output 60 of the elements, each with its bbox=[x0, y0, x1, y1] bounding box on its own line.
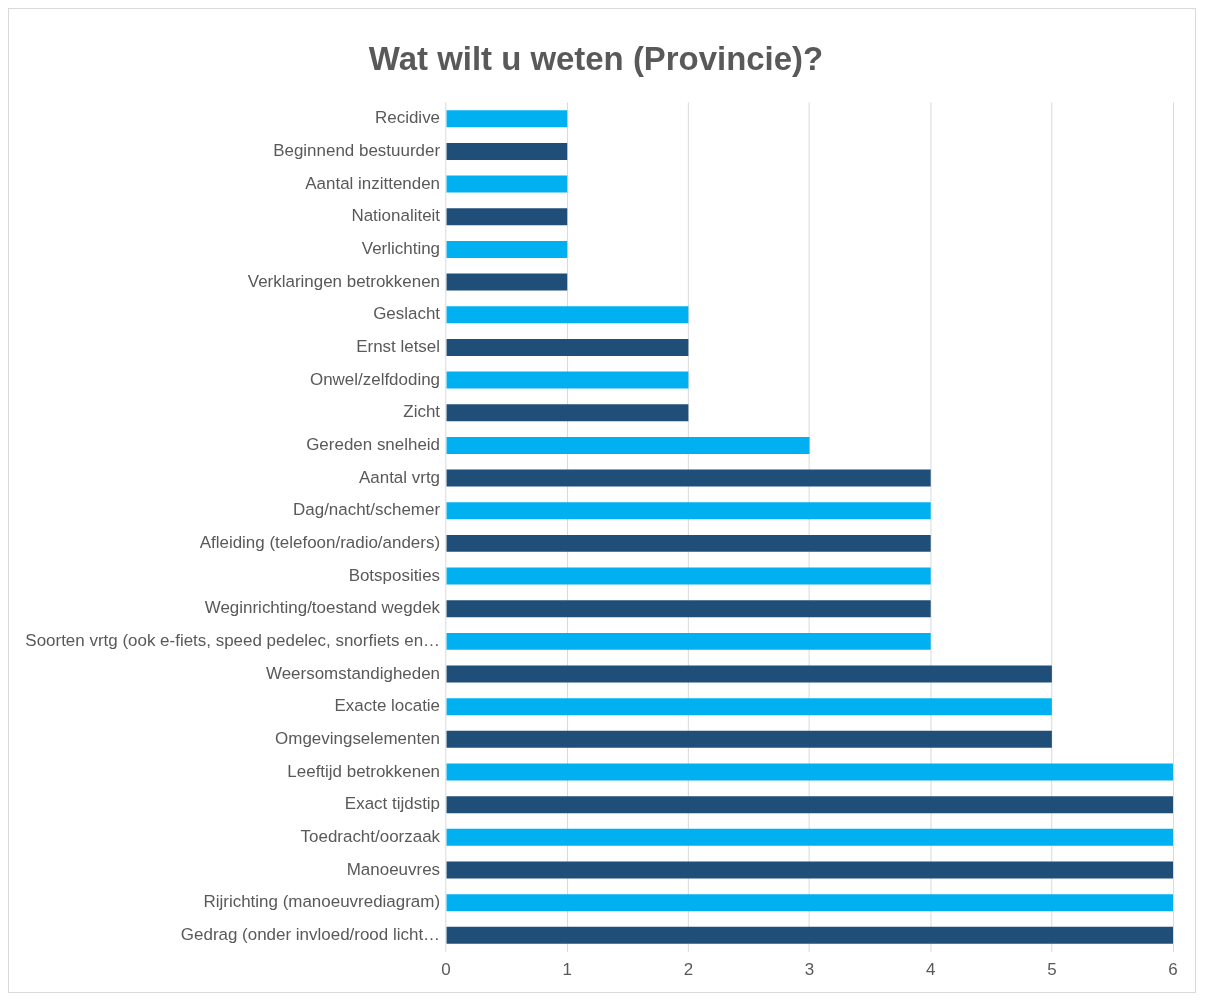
bar bbox=[446, 763, 1174, 781]
bar bbox=[446, 110, 568, 128]
chart-title: Wat wilt u weten (Provincie)? bbox=[368, 39, 824, 77]
y-tick-label: Aantal inzittenden bbox=[305, 173, 441, 193]
bar bbox=[446, 273, 568, 291]
y-tick-label: Verlichting bbox=[361, 239, 441, 259]
y-tick-label: Ernst letsel bbox=[356, 337, 441, 357]
y-tick-label: Verklaringen betrokkenen bbox=[247, 271, 441, 291]
x-tick-label: 2 bbox=[683, 959, 694, 979]
y-tick-label: Exacte locatie bbox=[334, 696, 441, 716]
y-tick-label: Leeftijd betrokkenen bbox=[287, 761, 441, 781]
y-tick-label: Dag/nacht/schemer bbox=[293, 500, 441, 520]
y-tick-label: Beginnend bestuurder bbox=[273, 141, 441, 161]
y-tick-label: Rijrichting (manoeuvrediagram) bbox=[203, 892, 441, 912]
bar bbox=[446, 632, 931, 650]
y-tick-label: Geslacht bbox=[373, 304, 441, 324]
x-tick-label: 5 bbox=[1047, 959, 1057, 979]
bar bbox=[446, 502, 931, 520]
x-tick-label: 4 bbox=[925, 959, 936, 979]
bar bbox=[446, 926, 1174, 944]
bar bbox=[446, 371, 689, 389]
y-tick-label: Onwel/zelfdoding bbox=[309, 369, 441, 389]
y-tick-label: Toedracht/oorzaak bbox=[300, 827, 441, 847]
bar bbox=[446, 861, 1174, 879]
bar bbox=[446, 338, 689, 356]
y-tick-label: Gedrag (onder invloed/rood licht… bbox=[180, 925, 441, 945]
y-tick-label: Botsposities bbox=[348, 565, 441, 585]
y-tick-label: Weginrichting/toestand wegdek bbox=[204, 598, 441, 618]
bar bbox=[446, 796, 1174, 814]
bar bbox=[446, 306, 689, 324]
bar bbox=[446, 142, 568, 160]
y-tick-label: Omgevingselementen bbox=[275, 729, 441, 749]
x-tick-label: 1 bbox=[562, 959, 572, 979]
x-tick-label: 3 bbox=[804, 959, 815, 979]
y-tick-label: Recidive bbox=[375, 108, 441, 128]
y-tick-label: Afleiding (telefoon/radio/anders) bbox=[199, 533, 441, 553]
y-tick-label: Soorten vrtg (ook e-fiets, speed pedelec, snorfiets en… bbox=[25, 631, 441, 651]
y-tick-label: Weersomstandigheden bbox=[265, 663, 441, 683]
bar bbox=[446, 175, 568, 193]
bar bbox=[446, 828, 1174, 846]
bar bbox=[446, 698, 1052, 716]
y-tick-label: Gereden snelheid bbox=[306, 435, 441, 455]
bar bbox=[446, 534, 931, 552]
bar bbox=[446, 240, 568, 258]
y-tick-label: Aantal vrtg bbox=[358, 467, 441, 487]
bar bbox=[446, 567, 931, 585]
y-tick-label: Nationaliteit bbox=[351, 206, 441, 226]
x-tick-label: 6 bbox=[1168, 959, 1178, 979]
y-tick-label: Exact tijdstip bbox=[344, 794, 441, 814]
x-tick-label: 0 bbox=[441, 959, 451, 979]
bar bbox=[446, 404, 689, 422]
y-tick-label: Zicht bbox=[403, 402, 441, 422]
bar bbox=[446, 665, 1052, 683]
y-tick-label: Manoeuvres bbox=[346, 859, 441, 879]
bar bbox=[446, 469, 931, 487]
bar bbox=[446, 730, 1052, 748]
bar bbox=[446, 208, 568, 226]
bar bbox=[446, 894, 1174, 912]
bar bbox=[446, 600, 931, 618]
bar bbox=[446, 436, 810, 454]
